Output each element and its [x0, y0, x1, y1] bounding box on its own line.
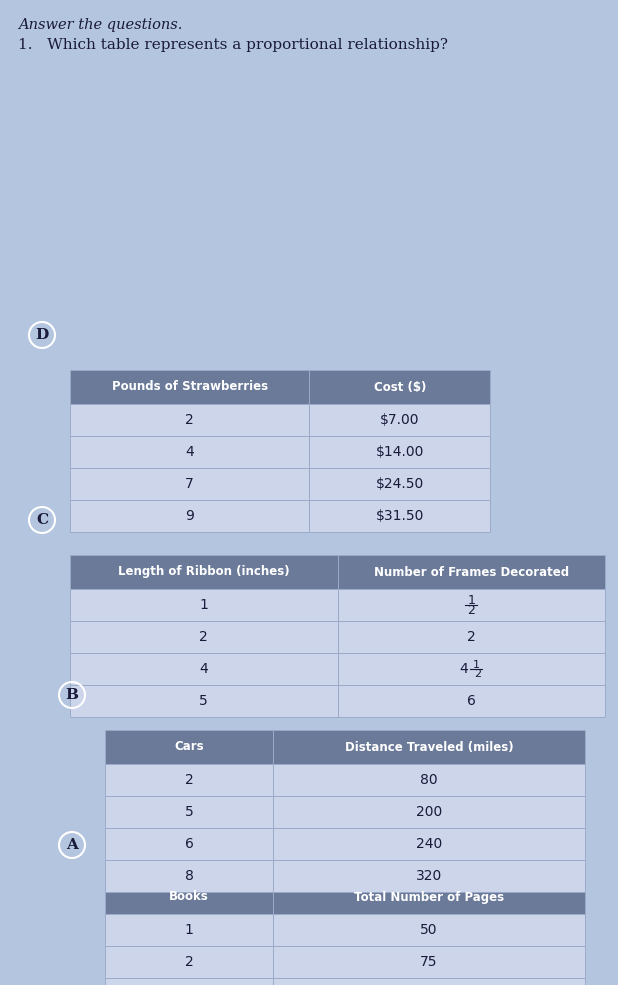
Text: 2: 2 [467, 604, 475, 617]
Text: 6: 6 [467, 694, 476, 708]
Text: 80: 80 [420, 773, 438, 787]
Bar [273, 978, 585, 985]
Text: 2: 2 [200, 630, 208, 644]
Text: C: C [36, 513, 48, 527]
Text: Length of Ribbon (inches): Length of Ribbon (inches) [118, 565, 290, 578]
Text: 200: 200 [416, 805, 442, 819]
Bar [70, 404, 310, 436]
Text: Books: Books [169, 890, 209, 903]
Bar [337, 653, 605, 685]
Text: 4: 4 [200, 662, 208, 676]
Text: 1: 1 [467, 595, 475, 608]
Bar [310, 500, 490, 532]
Bar [273, 828, 585, 860]
Text: 240: 240 [416, 837, 442, 851]
Bar [310, 370, 490, 404]
Text: 6: 6 [185, 837, 193, 851]
Bar [105, 914, 273, 946]
Text: $7.00: $7.00 [380, 413, 420, 427]
Bar [105, 796, 273, 828]
Text: $14.00: $14.00 [376, 445, 424, 459]
Text: 1: 1 [185, 923, 193, 937]
Bar [70, 468, 310, 500]
Bar [70, 685, 337, 717]
Text: 7: 7 [185, 477, 194, 491]
Bar [273, 764, 585, 796]
Bar [70, 436, 310, 468]
Text: 1: 1 [473, 660, 480, 670]
Bar [105, 978, 273, 985]
Bar [310, 436, 490, 468]
Text: 1.   Which table represents a proportional relationship?: 1. Which table represents a proportional… [18, 38, 448, 52]
Bar [70, 500, 310, 532]
Bar [337, 555, 605, 589]
Bar [105, 828, 273, 860]
Bar [70, 370, 310, 404]
Text: Pounds of Strawberries: Pounds of Strawberries [112, 380, 268, 393]
Text: Cars: Cars [174, 741, 204, 754]
Bar [273, 730, 585, 764]
Bar [310, 404, 490, 436]
Text: Answer the questions.: Answer the questions. [18, 18, 182, 32]
Text: 5: 5 [185, 805, 193, 819]
Bar [273, 946, 585, 978]
Bar [70, 589, 337, 621]
Bar [273, 880, 585, 914]
Bar [273, 860, 585, 892]
Text: Distance Traveled (miles): Distance Traveled (miles) [345, 741, 514, 754]
Text: Total Number of Pages: Total Number of Pages [354, 890, 504, 903]
Text: 1: 1 [200, 598, 208, 612]
Bar [70, 653, 337, 685]
Text: 5: 5 [200, 694, 208, 708]
Bar [105, 730, 273, 764]
Text: 2: 2 [185, 955, 193, 969]
Bar [273, 914, 585, 946]
Bar [105, 880, 273, 914]
Text: 9: 9 [185, 509, 194, 523]
Bar [105, 860, 273, 892]
Text: 75: 75 [420, 955, 438, 969]
Text: A: A [66, 838, 78, 852]
Bar [337, 621, 605, 653]
Text: 2: 2 [467, 630, 476, 644]
Text: Number of Frames Decorated: Number of Frames Decorated [374, 565, 569, 578]
Text: 50: 50 [420, 923, 438, 937]
Bar [70, 621, 337, 653]
Text: B: B [66, 688, 78, 702]
Bar [310, 468, 490, 500]
Bar [70, 555, 337, 589]
Bar [273, 796, 585, 828]
Bar [337, 589, 605, 621]
Text: Cost ($): Cost ($) [373, 380, 426, 393]
Bar [105, 946, 273, 978]
Text: $24.50: $24.50 [376, 477, 424, 491]
Text: 4: 4 [185, 445, 194, 459]
Text: 320: 320 [416, 869, 442, 883]
Text: D: D [35, 328, 49, 342]
Text: $31.50: $31.50 [376, 509, 424, 523]
Text: 2: 2 [185, 413, 194, 427]
Text: 2: 2 [185, 773, 193, 787]
Bar [337, 685, 605, 717]
Bar [105, 764, 273, 796]
Text: 2: 2 [473, 669, 481, 679]
Text: 4: 4 [459, 662, 468, 676]
Text: 8: 8 [185, 869, 193, 883]
